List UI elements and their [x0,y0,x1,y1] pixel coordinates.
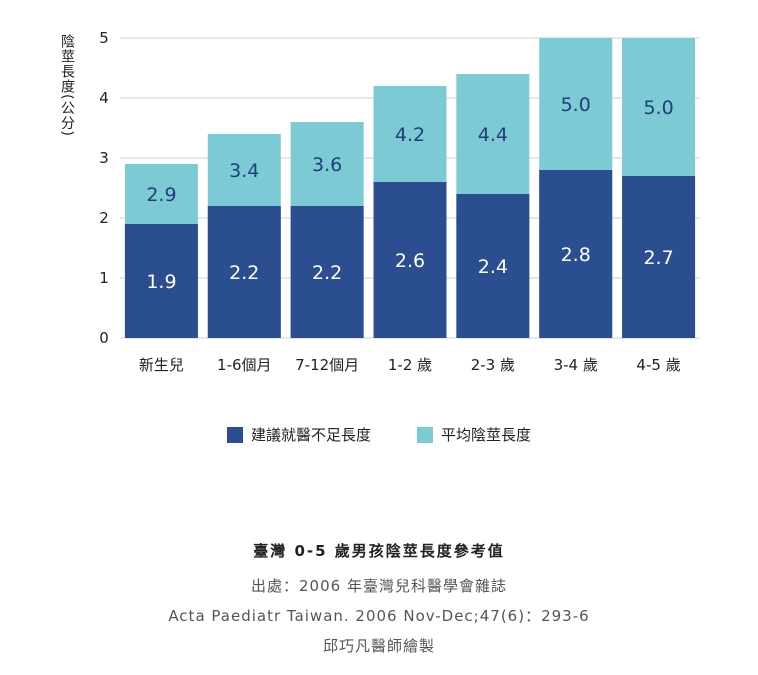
y-axis-label: 陰莖長度(公分) [59,34,75,137]
x-tick-label: 新生兒 [139,356,184,374]
y-tick-label: 2 [99,209,109,227]
legend-swatch-average [417,426,433,443]
data-label-threshold: 2.8 [561,244,591,266]
caption-citation: Acta Paediatr Taiwan. 2006 Nov-Dec;47(6)… [168,607,590,625]
x-tick-label: 2-3 歲 [471,356,515,374]
y-tick-label: 1 [99,269,109,287]
data-label-average: 3.4 [229,160,259,182]
data-label-threshold: 1.9 [146,271,176,293]
x-tick-label: 7-12個月 [295,356,359,374]
data-label-average: 5.0 [643,97,673,119]
data-label-average: 5.0 [561,94,591,116]
x-tick-label: 1-6個月 [217,356,272,374]
y-tick-label: 0 [99,329,109,347]
legend-label-threshold: 建議就醫不足長度 [250,426,371,444]
legend: 建議就醫不足長度 平均陰莖長度 [0,424,758,445]
bar-threshold [456,194,530,338]
legend-label-average: 平均陰莖長度 [441,426,532,444]
data-label-average: 2.9 [146,184,176,206]
legend-swatch-threshold [226,426,243,443]
data-label-threshold: 2.6 [395,250,425,272]
bar-threshold [124,224,198,338]
data-label-threshold: 2.7 [643,247,673,269]
y-tick-label: 4 [99,89,109,107]
caption-source: 出處：2006 年臺灣兒科醫學會雜誌 [251,577,507,595]
bar-threshold [207,206,281,338]
caption-author: 邱巧凡醫師繪製 [322,637,435,655]
bar-threshold [373,182,447,338]
data-label-average: 4.2 [395,124,425,146]
y-tick-label: 5 [99,29,109,47]
y-tick-label: 3 [99,149,109,167]
bar-chart: 0 1 2 3 4 5 2.9 1.9 新生兒 3.4 2.2 1-6個月 3.6 2.2 7-12個月 4.… [99,29,700,374]
caption-title: 臺灣 0-5 歲男孩陰莖長度參考值 [253,542,505,560]
legend-item-average: 平均陰莖長度 [417,424,531,445]
legend-item-threshold: 建議就醫不足長度 [226,424,371,445]
x-tick-label: 1-2 歲 [388,356,432,374]
data-label-threshold: 2.2 [312,262,342,284]
bar-threshold [622,176,696,338]
data-label-threshold: 2.4 [478,256,508,278]
data-label-average: 4.4 [478,124,508,146]
data-label-threshold: 2.2 [229,262,259,284]
bar-threshold [290,206,364,338]
x-tick-label: 4-5 歲 [636,356,680,374]
data-label-average: 3.6 [312,154,342,176]
bar-threshold [539,170,613,338]
x-tick-label: 3-4 歲 [554,356,598,374]
